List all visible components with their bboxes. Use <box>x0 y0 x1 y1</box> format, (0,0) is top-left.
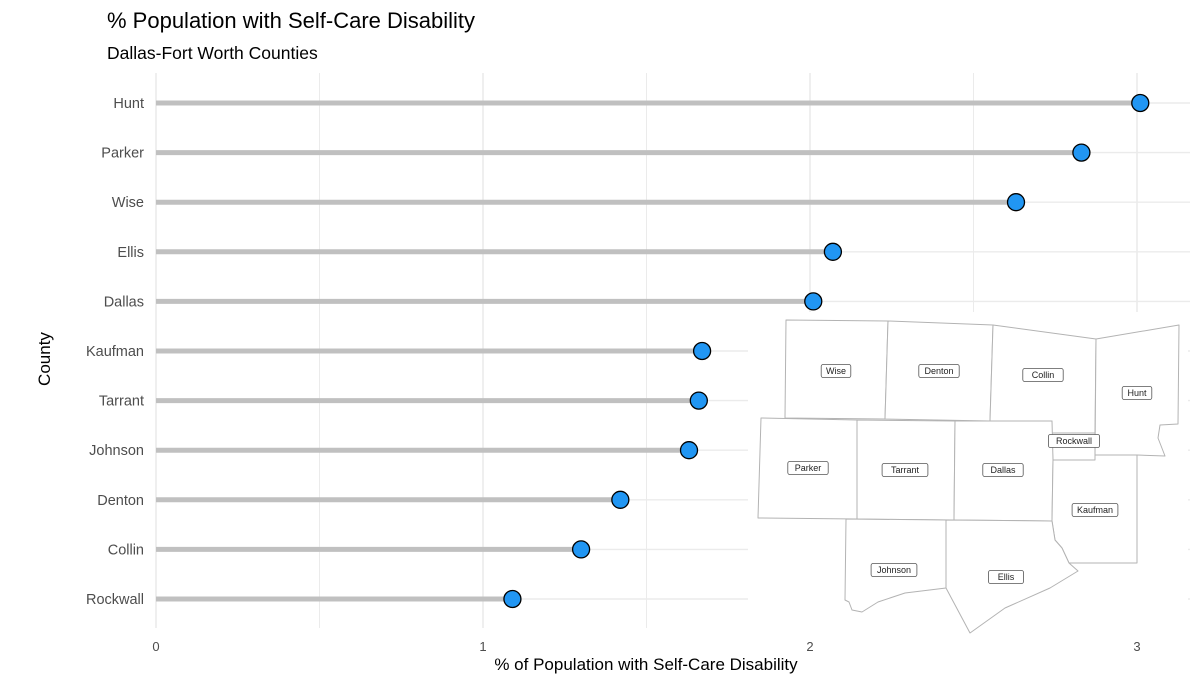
y-tick-tarrant: Tarrant <box>99 394 144 410</box>
y-tick-collin: Collin <box>108 542 144 558</box>
map-label-wise: Wise <box>820 364 852 378</box>
point-collin <box>571 540 591 559</box>
map-label-box <box>982 463 1024 477</box>
point-ellis <box>823 242 843 261</box>
map-label-text: Tarrant <box>891 465 920 475</box>
y-tick-johnson: Johnson <box>89 443 144 459</box>
chart-subtitle: Dallas-Fort Worth Counties <box>107 43 318 63</box>
point-dallas <box>804 292 823 311</box>
y-tick-denton: Denton <box>97 493 144 509</box>
map-label-box <box>1121 386 1153 400</box>
point-wise <box>1006 193 1026 212</box>
map-label-johnson: Johnson <box>870 563 918 577</box>
map-label-collin: Collin <box>1022 368 1064 382</box>
map-label-box <box>881 463 929 477</box>
map-label-denton: Denton <box>918 364 960 378</box>
map-label-box <box>1022 368 1064 382</box>
y-axis-title: County <box>35 332 54 386</box>
y-tick-parker: Parker <box>101 146 144 162</box>
y-tick-hunt: Hunt <box>113 96 144 112</box>
x-axis-title: % of Population with Self-Care Disabilit… <box>494 655 798 674</box>
point-kaufman <box>692 341 712 361</box>
x-tick-labels: 0 1 2 3 <box>152 639 1140 654</box>
y-tick-wise: Wise <box>112 195 144 211</box>
y-tick-ellis: Ellis <box>117 245 144 261</box>
point-rockwall <box>503 589 522 609</box>
inset-county-map: Wise Denton Collin Hunt Rockwall Parker Tarran… <box>748 312 1188 642</box>
map-label-text: Wise <box>826 366 846 376</box>
map-label-tarrant: Tarrant <box>881 463 929 477</box>
map-label-box <box>820 364 852 378</box>
map-label-text: Collin <box>1032 370 1055 380</box>
map-label-box <box>787 461 829 475</box>
map-label-box <box>988 570 1024 584</box>
x-tick-3: 3 <box>1133 639 1140 654</box>
map-label-box <box>1071 503 1119 517</box>
point-denton <box>611 490 630 509</box>
map-label-text: Hunt <box>1127 388 1147 398</box>
point-parker <box>1072 143 1091 162</box>
map-label-text: Rockwall <box>1056 436 1092 446</box>
x-tick-1: 1 <box>479 639 486 654</box>
lollipop-stems <box>156 100 1141 602</box>
map-label-text: Dallas <box>990 465 1016 475</box>
map-label-ellis: Ellis <box>988 570 1024 584</box>
y-tick-labels: Hunt Parker Wise Ellis Dallas Kaufman Tarrant J… <box>86 96 144 608</box>
map-label-text: Kaufman <box>1077 505 1113 515</box>
map-label-kaufman: Kaufman <box>1071 503 1119 517</box>
map-label-text: Parker <box>795 463 822 473</box>
map-label-text: Johnson <box>877 565 911 575</box>
map-label-text: Ellis <box>998 572 1015 582</box>
map-label-box <box>918 364 960 378</box>
chart-title: % Population with Self-Care Disability <box>107 8 475 33</box>
map-label-hunt: Hunt <box>1121 386 1153 400</box>
y-tick-dallas: Dallas <box>104 294 144 310</box>
map-label-parker: Parker <box>787 461 829 475</box>
point-hunt <box>1131 93 1150 113</box>
point-tarrant <box>689 391 708 410</box>
map-label-dallas: Dallas <box>982 463 1024 477</box>
point-johnson <box>679 441 699 460</box>
x-tick-0: 0 <box>152 639 159 654</box>
y-tick-rockwall: Rockwall <box>86 592 144 608</box>
map-label-text: Denton <box>924 366 953 376</box>
lollipop-points <box>503 93 1150 609</box>
map-label-box <box>870 563 918 577</box>
y-tick-kaufman: Kaufman <box>86 344 144 360</box>
map-label-rockwall: Rockwall <box>1048 434 1101 448</box>
x-tick-2: 2 <box>806 639 813 654</box>
inset-map-labels: Wise Denton Collin Hunt Rockwall Parker Tarran… <box>787 364 1153 584</box>
map-label-box <box>1048 434 1101 448</box>
